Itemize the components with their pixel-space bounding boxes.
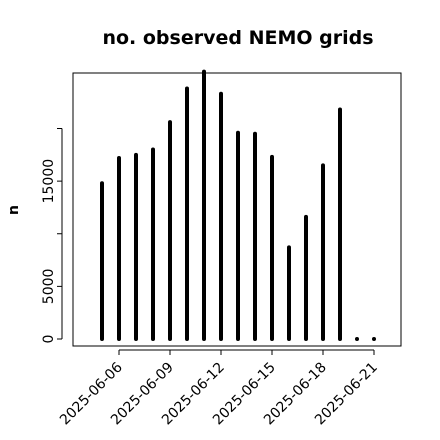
y-tick-label: 5000 [41,269,57,305]
y-axis-label: n [6,205,22,215]
plot-frame [72,72,402,347]
bar-2025-06-21 [372,337,376,341]
y-tick-label: 0 [41,335,57,344]
x-axis: 2025-06-062025-06-092025-06-122025-06-15… [57,349,381,428]
y-tick-label: 15000 [41,159,57,204]
bar-2025-06-20 [355,337,359,341]
bars [100,69,376,341]
y-axis: 0 5000 15000 [41,128,63,344]
chart-title: no. observed NEMO grids [102,27,373,49]
